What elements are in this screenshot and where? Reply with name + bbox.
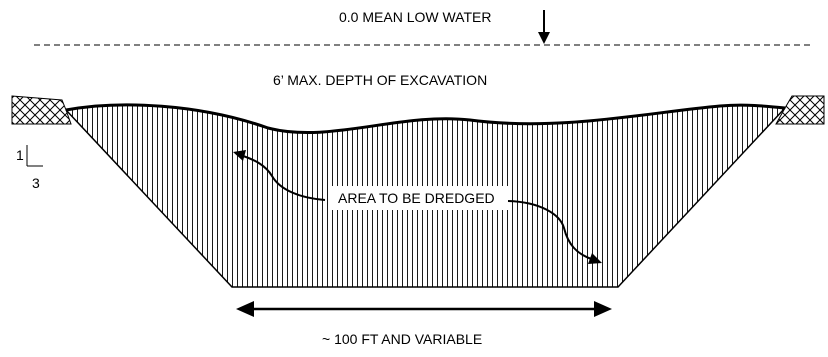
slope-indicator: 1 3 bbox=[16, 145, 43, 191]
slope-rise-label: 1 bbox=[16, 147, 24, 163]
max-depth-label: 6’ MAX. DEPTH OF EXCAVATION bbox=[273, 72, 487, 88]
area-label-background bbox=[332, 186, 510, 210]
slope-run-label: 3 bbox=[32, 175, 40, 191]
width-label: ~ 100 FT AND VARIABLE bbox=[322, 331, 482, 347]
left-bank-hatch bbox=[11, 95, 72, 125]
down-arrow-icon bbox=[538, 10, 550, 44]
existing-mudline bbox=[65, 103, 786, 135]
channel-template-outline bbox=[65, 107, 786, 288]
mean-low-water-label: 0.0 MEAN LOW WATER bbox=[339, 9, 491, 25]
right-bank-hatch bbox=[775, 95, 825, 125]
width-dimension-arrow bbox=[236, 301, 612, 317]
area-to-be-dredged-label: AREA TO BE DREDGED bbox=[338, 190, 495, 206]
curved-arrow-left-icon bbox=[233, 150, 326, 201]
curved-arrow-right-icon bbox=[507, 200, 602, 264]
